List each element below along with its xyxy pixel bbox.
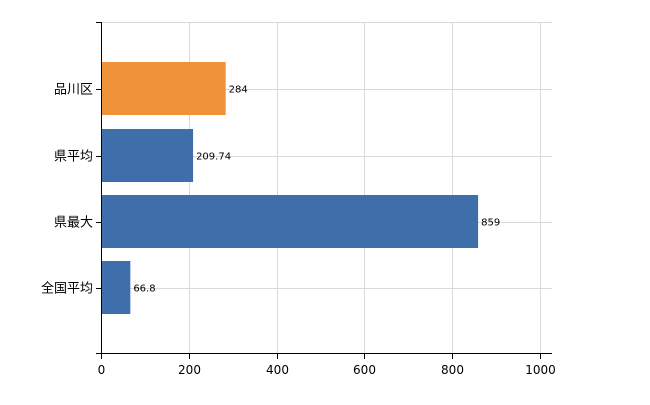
data-label-3: 66.8: [133, 284, 155, 295]
bar-2: [101, 195, 479, 248]
x-tick-label-1: 200: [178, 363, 201, 377]
bar-0: [101, 62, 226, 115]
bar-3: [101, 261, 131, 314]
x-tick-label-5: 1000: [525, 363, 556, 377]
bar-1: [101, 129, 194, 182]
x-tick-label-4: 800: [441, 363, 464, 377]
data-label-1: 209.74: [196, 152, 231, 163]
x-tick-label-0: 0: [98, 363, 106, 377]
x-tick-label-3: 600: [353, 363, 376, 377]
data-label-2: 859: [481, 218, 500, 229]
category-label-0: 品川区: [54, 83, 93, 98]
axis-layer: [96, 22, 552, 359]
category-label-3: 全国平均: [41, 281, 93, 297]
x-tick-label-2: 400: [266, 363, 289, 377]
category-label-2: 県最大: [54, 216, 93, 231]
data-label-0: 284: [229, 85, 248, 96]
label-layer: 284 品川区 209.74 県平均 859 県最大 66.8 全国平均 0 200 400 600 8…: [41, 83, 556, 378]
category-label-1: 県平均: [54, 150, 93, 165]
bar-layer: [101, 62, 479, 314]
